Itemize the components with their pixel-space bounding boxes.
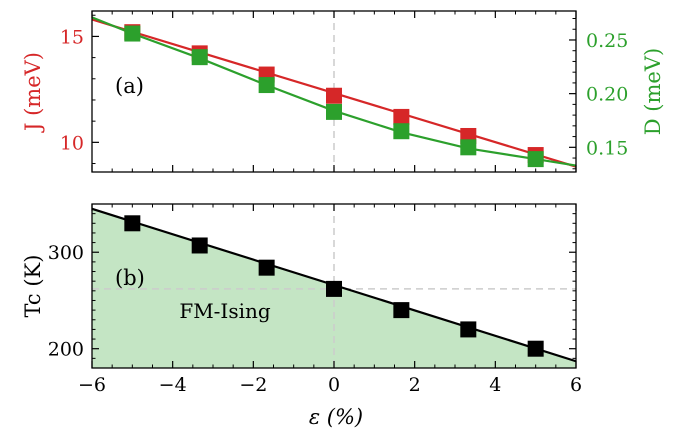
region-label: FM-Ising <box>179 299 271 323</box>
left-y-tick-label: 15 <box>60 26 84 48</box>
series-Tc-point <box>191 237 208 254</box>
panel-b-label: (b) <box>115 266 145 290</box>
series-J-point <box>393 108 410 125</box>
series-D-point <box>460 139 477 156</box>
series-Tc-point <box>460 321 477 338</box>
series-D-point <box>393 123 410 140</box>
series-D-point <box>527 151 544 168</box>
y-tick-label: 200 <box>48 339 84 361</box>
series-D-point <box>124 25 141 42</box>
series-Tc-point <box>393 302 410 319</box>
right-y-tick-label: 0.25 <box>586 30 628 52</box>
series-Tc-point <box>124 215 141 232</box>
x-tick-label: 2 <box>409 374 421 396</box>
series-D-point <box>258 77 275 94</box>
right-y-tick-label: 0.20 <box>586 84 628 106</box>
x-tick-label: −2 <box>239 374 267 396</box>
right-y-tick-label: 0.15 <box>586 137 628 159</box>
series-Tc-point <box>258 259 275 276</box>
series-J-point <box>326 87 342 104</box>
left-y-axis-label: J (meV) <box>21 52 45 133</box>
left-y-tick-label: 10 <box>60 132 84 154</box>
y-tick-label: 300 <box>48 242 84 264</box>
panel-a: 10 15 0.15 0.20 0.25 J (meV) D (meV) (a) <box>21 10 665 173</box>
x-tick-label: 4 <box>489 374 501 396</box>
panel-a-label: (a) <box>115 74 144 98</box>
series-D-point <box>191 49 208 66</box>
x-axis-label: ε (%) <box>309 405 363 429</box>
x-tick-label: 6 <box>570 374 582 396</box>
y-axis-label: Tc (K) <box>21 255 45 318</box>
right-y-axis-label: D (meV) <box>641 48 665 135</box>
series-Tc-point <box>527 340 544 357</box>
series-Tc-point <box>326 280 342 297</box>
x-tick-label: 0 <box>328 374 340 396</box>
series-D-point <box>326 103 342 120</box>
x-tick-label: −4 <box>159 374 187 396</box>
x-tick-label: −6 <box>78 374 106 396</box>
